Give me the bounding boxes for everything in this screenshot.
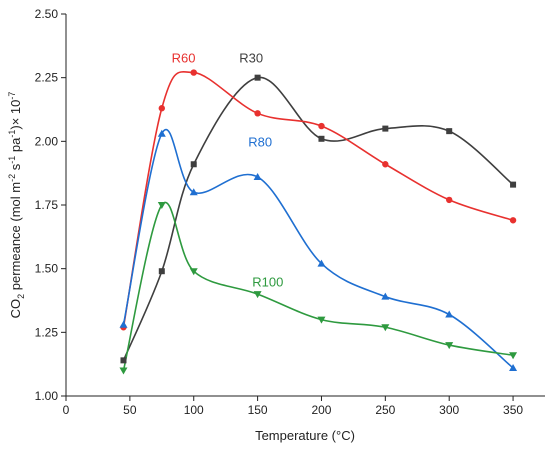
data-point-r80 (119, 320, 128, 328)
series-line-r100 (122, 201, 514, 371)
data-point-r60 (318, 122, 325, 130)
y-tick-label: 1.25 (35, 325, 59, 339)
x-tick-label: 100 (184, 403, 204, 417)
data-point-r100 (445, 342, 454, 350)
data-point-r100 (317, 316, 326, 324)
x-tick-label: 50 (123, 403, 137, 417)
data-point-r60 (382, 161, 389, 168)
data-point-r30 (254, 74, 261, 81)
data-point-r60 (190, 69, 197, 76)
y-axis-title: CO2 permeance (mol m-2 s-1 pa-1)× 10-7 (7, 92, 26, 319)
data-point-r80 (189, 188, 198, 196)
y-axis-ticks: 1.00 1.25 1.50 1.75 2.00 2.25 2.50 (35, 7, 66, 403)
data-point-r30 (318, 135, 325, 142)
data-point-r30 (510, 181, 517, 188)
y-tick-label: 2.00 (35, 134, 59, 148)
data-point-r100 (189, 268, 198, 276)
y-tick-label: 1.50 (35, 262, 59, 276)
series-line-r80 (122, 129, 514, 369)
series-markers (119, 69, 518, 375)
series-label-r80: R80 (248, 134, 272, 149)
y-tick-label: 2.25 (35, 71, 59, 85)
data-point-r30 (120, 357, 127, 364)
plot-frame (65, 14, 545, 397)
x-tick-label: 300 (439, 403, 459, 417)
data-point-r100 (119, 367, 128, 375)
y-tick-label: 1.00 (35, 389, 59, 403)
x-axis-ticks: 0 50 100 150 200 250 300 350 (63, 396, 523, 417)
series-label-r30: R30 (239, 50, 263, 65)
data-point-r60 (446, 196, 453, 204)
data-point-r100 (381, 324, 390, 332)
data-point-r60 (158, 105, 165, 112)
data-point-r30 (446, 128, 453, 135)
data-point-r80 (253, 172, 262, 180)
data-point-r80 (509, 363, 518, 371)
x-tick-label: 0 (63, 403, 70, 417)
y-tick-label: 1.75 (35, 198, 59, 212)
x-tick-label: 150 (248, 403, 268, 417)
series-label-r100: R100 (252, 274, 283, 289)
data-point-r100 (253, 291, 262, 299)
data-point-r100 (157, 202, 166, 209)
x-tick-label: 200 (311, 403, 331, 417)
data-point-r30 (190, 161, 197, 168)
y-tick-label: 2.50 (35, 7, 59, 21)
x-tick-label: 350 (503, 403, 523, 417)
data-point-r80 (157, 129, 166, 137)
series-labels: R30 R60 R80 R100 (172, 50, 284, 289)
series-label-r60: R60 (172, 50, 196, 65)
data-point-r80 (317, 259, 326, 267)
data-point-r80 (381, 292, 390, 300)
data-point-r30 (158, 268, 165, 275)
data-point-r80 (445, 310, 454, 318)
series-line-r60 (122, 71, 514, 328)
data-point-r60 (509, 217, 517, 224)
x-tick-label: 250 (375, 403, 395, 417)
series-lines (122, 71, 514, 371)
data-point-r60 (254, 110, 261, 117)
series-line-r30 (122, 76, 514, 361)
data-point-r100 (509, 352, 518, 360)
x-axis-title: Temperature (°C) (255, 428, 355, 443)
data-point-r30 (382, 125, 389, 132)
